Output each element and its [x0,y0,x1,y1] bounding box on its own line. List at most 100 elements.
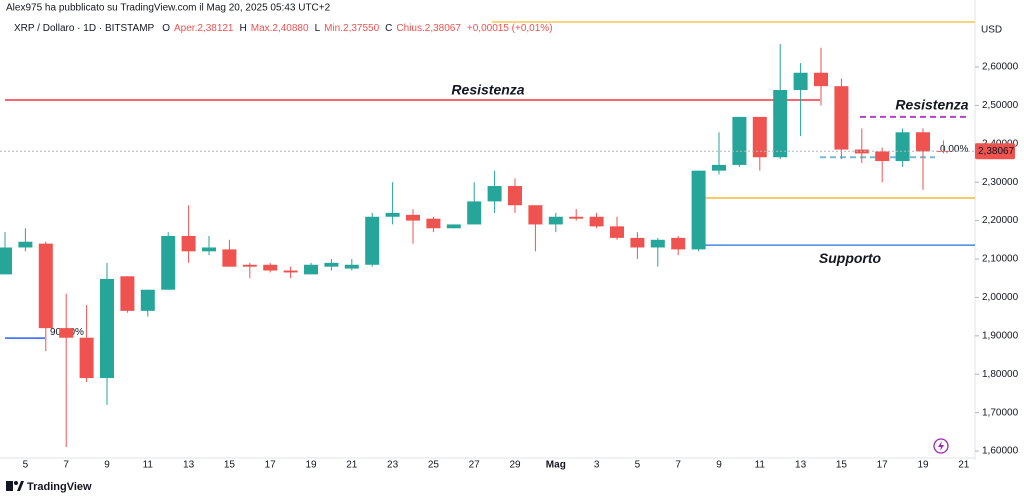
candle-body [446,224,461,229]
x-tick-label: 19 [305,460,317,471]
x-tick-label: 21 [346,460,358,471]
brand: TradingView [27,481,92,493]
x-tick-label: 3 [594,460,600,471]
h-key: H [240,23,247,34]
change: +0,00015 (+0,01%) [467,23,553,34]
candle-body [508,186,522,206]
candle-body [38,243,53,329]
x-tick-label: 9 [104,460,110,471]
y-tick-label: 1,70000 [982,407,1019,418]
candle-body [814,72,828,87]
x-tick-label: 7 [675,460,681,471]
candle-body [406,214,420,221]
open: Aper.2,38121 [174,23,234,34]
c-key: C [385,23,392,34]
x-tick-label: 5 [23,460,29,471]
candle-body [202,247,216,252]
candle-body [161,235,176,290]
candle-body [18,241,33,248]
candle-body [936,151,951,153]
x-tick-label: 17 [877,460,889,471]
candle-body [691,170,706,250]
candle-body [569,216,584,219]
x-tick-label: 5 [635,460,641,471]
x-tick-label: 11 [755,460,766,471]
x-tick-label: 7 [63,460,69,471]
brand-logo [6,481,24,491]
candle-body [752,116,767,158]
symbol: XRP / Dollaro · 1D · BITSTAMP [14,23,155,34]
y-axis-label: USD [981,25,1002,36]
candle-body [793,72,808,91]
lightning-icon [933,438,949,454]
candle-body [875,151,890,162]
y-tick-label: 1,60000 [982,446,1019,457]
candle-body [222,249,237,267]
y-tick-label: 2,20000 [982,215,1019,226]
candle-body [426,218,441,229]
x-tick-label: 13 [183,460,195,471]
x-tick-label: 27 [469,460,481,471]
candle-body [59,328,74,338]
candle-body [365,216,380,265]
y-tick-label: 2,00000 [982,292,1019,303]
candle-body [120,276,135,311]
candle-body [0,247,12,275]
candle-body [834,86,849,150]
candle-body [895,132,910,162]
x-tick-label: 17 [265,460,277,471]
candle-body [344,264,359,269]
x-tick-label: 23 [387,460,399,471]
high: Max.2,40880 [251,23,309,34]
candle-body [100,278,114,379]
candle-body [304,264,318,275]
candle-body [467,201,482,225]
candle-body [548,216,563,225]
annotation-label: Resistenza [895,97,968,113]
candle-body [487,186,502,202]
candle-body [712,164,726,171]
y-tick-label: 2,30000 [982,177,1019,188]
price-tag-label: 2,38067 [978,146,1015,157]
x-tick-label: 11 [143,460,154,471]
candle-body [242,264,257,267]
legend-line: XRP / Dollaro · 1D · BITSTAMP O Aper.2,381… [14,23,553,34]
annotation-label: 0,00% [940,144,968,155]
y-tick-label: 2,60000 [982,62,1019,73]
y-tick-label: 1,80000 [982,369,1019,380]
candle-body [140,289,155,311]
candle-body [773,90,788,158]
annotation-label: Resistenza [451,82,524,98]
x-tick-label: 21 [958,460,970,471]
x-tick-label: 19 [917,460,929,471]
annotation-label: Supporto [819,250,882,266]
candle-body [385,212,400,217]
byline: Alex975 ha pubblicato su TradingView.com… [6,3,331,14]
candle-body [589,216,604,227]
candle-body [283,270,298,273]
l-key: L [315,23,321,34]
y-tick-label: 2,10000 [982,254,1019,265]
candle-body [528,205,543,225]
candle-body [916,132,930,152]
close: Chius.2,38067 [396,23,461,34]
candle-body [671,237,686,250]
low: Min.2,37550 [324,23,379,34]
y-tick-label: 2,50000 [982,100,1019,111]
y-tick-label: 1,90000 [982,330,1019,341]
candle-body [610,226,624,238]
candle-body [263,264,278,271]
x-tick-label: 9 [716,460,722,471]
candle-body [732,116,747,165]
x-tick-label: 15 [224,460,236,471]
x-tick-label: 29 [509,460,521,471]
candle-body [181,235,196,252]
candle-body [324,262,339,267]
candle-body [650,239,665,248]
price-tag [975,143,1015,160]
x-tick-label: 15 [836,460,848,471]
candle-body [630,237,645,248]
x-tick-label: 13 [795,460,807,471]
o-key: O [162,23,170,34]
